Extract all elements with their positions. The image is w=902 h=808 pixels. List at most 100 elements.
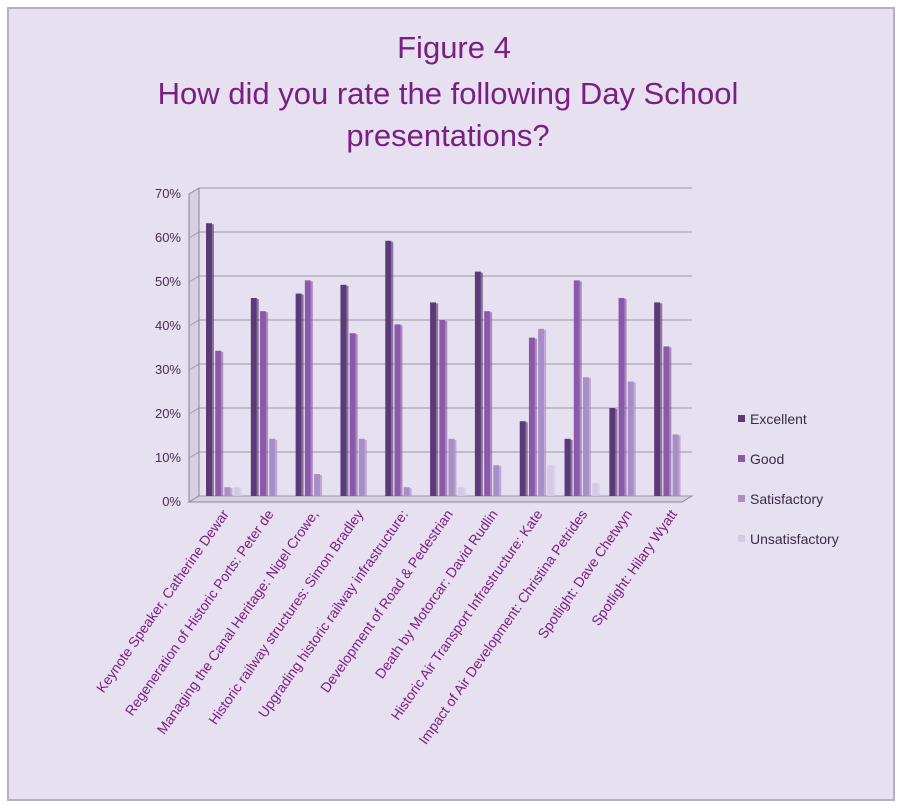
bar-side — [633, 382, 636, 496]
y-tick-label: 50% — [155, 274, 181, 289]
bar-unsatisfactory — [457, 487, 464, 496]
bar-side — [221, 351, 224, 496]
legend-swatch-good — [738, 455, 745, 462]
gridline-side — [188, 231, 200, 239]
bar-good — [573, 280, 580, 496]
y-tick-label: 20% — [155, 406, 181, 421]
bar-side — [346, 285, 349, 496]
bar-side — [301, 294, 304, 496]
gridline-side — [188, 407, 200, 415]
bar-side — [544, 329, 547, 496]
chart-title: Figure 4 — [397, 30, 511, 65]
bar-excellent — [609, 408, 616, 496]
bar-side — [320, 475, 323, 496]
bar-satisfactory — [493, 465, 500, 496]
bar-excellent — [564, 438, 571, 496]
y-tick-label: 60% — [155, 230, 181, 245]
bar-good — [260, 311, 267, 496]
bar-side — [624, 299, 627, 496]
bar-side — [615, 409, 618, 496]
y-tick-label: 10% — [155, 450, 181, 465]
bar-side — [499, 466, 502, 496]
bar-satisfactory — [582, 377, 589, 496]
bar-excellent — [654, 302, 661, 496]
bar-side — [525, 422, 528, 496]
bar-good — [439, 320, 446, 496]
bar-satisfactory — [224, 487, 231, 496]
bar-unsatisfactory — [592, 482, 599, 496]
bar-excellent — [250, 298, 257, 496]
bar-good — [304, 280, 311, 496]
legend-label-good: Good — [750, 451, 784, 467]
bar-excellent — [385, 240, 392, 496]
gridline-side — [188, 275, 200, 283]
bar-satisfactory — [269, 438, 276, 496]
bar-side — [266, 312, 269, 496]
gridline-side — [188, 363, 200, 371]
bar-side — [212, 224, 214, 496]
bar-side — [310, 281, 313, 496]
bar-excellent — [430, 302, 437, 496]
bar-side — [490, 312, 493, 496]
bar-side — [463, 488, 466, 496]
chart-frame — [7, 7, 895, 801]
bar-side — [588, 378, 591, 496]
bar-good — [349, 333, 356, 496]
bar-satisfactory — [538, 328, 545, 496]
bar-satisfactory — [314, 474, 321, 496]
bar-satisfactory — [358, 438, 365, 496]
bar-satisfactory — [403, 487, 410, 496]
bar-excellent — [340, 284, 347, 496]
y-tick-label: 70% — [155, 186, 181, 201]
bar-side — [570, 439, 573, 496]
bar-unsatisfactory — [233, 487, 240, 496]
chart-subtitle-line-1: How did you rate the following Day Schoo… — [158, 76, 739, 111]
bar-side — [553, 466, 556, 496]
bar-good — [618, 298, 625, 496]
legend-swatch-satisfactory — [738, 495, 745, 502]
bar-satisfactory — [627, 381, 634, 496]
legend: Excellent Good Satisfactory Unsatisfactory — [738, 411, 839, 547]
y-tick-label: 40% — [155, 318, 181, 333]
legend-swatch-excellent — [738, 415, 745, 422]
bar-side — [436, 303, 439, 496]
legend-swatch-unsatisfactory — [738, 535, 745, 542]
bar-side — [275, 439, 278, 496]
bar-side — [579, 281, 582, 496]
bar-excellent — [206, 223, 212, 496]
bar-side — [480, 272, 483, 496]
bar-side — [669, 347, 672, 496]
chart-subtitle-line-2: presentations? — [346, 118, 549, 153]
y-tick-label: 0% — [162, 494, 181, 509]
bar-satisfactory — [672, 434, 679, 496]
gridline-side — [188, 319, 200, 327]
bar-side — [391, 241, 394, 496]
bar-excellent — [474, 271, 481, 496]
bar-excellent — [295, 293, 302, 496]
bar-side — [256, 299, 259, 496]
bar-side — [409, 488, 412, 496]
bar-side — [364, 439, 367, 496]
bar-side — [598, 483, 601, 496]
bar-good — [215, 350, 222, 496]
legend-label-satisfactory: Satisfactory — [750, 491, 823, 507]
gridline-side — [188, 451, 200, 459]
bar-side — [678, 435, 681, 496]
bar-side — [239, 488, 242, 496]
bar-unsatisfactory — [547, 465, 554, 496]
bar-side — [445, 321, 448, 496]
bar-side — [230, 488, 233, 496]
bar-side — [534, 338, 537, 496]
bar-excellent — [519, 421, 526, 496]
bar-good — [484, 311, 491, 496]
bar-side — [400, 325, 403, 496]
y-tick-label: 30% — [155, 362, 181, 377]
gridline-side — [188, 495, 200, 503]
bar-side — [355, 334, 358, 496]
bar-good — [663, 346, 670, 496]
bar-side — [660, 303, 663, 496]
bar-good — [394, 324, 401, 496]
gridline-side — [188, 187, 200, 195]
